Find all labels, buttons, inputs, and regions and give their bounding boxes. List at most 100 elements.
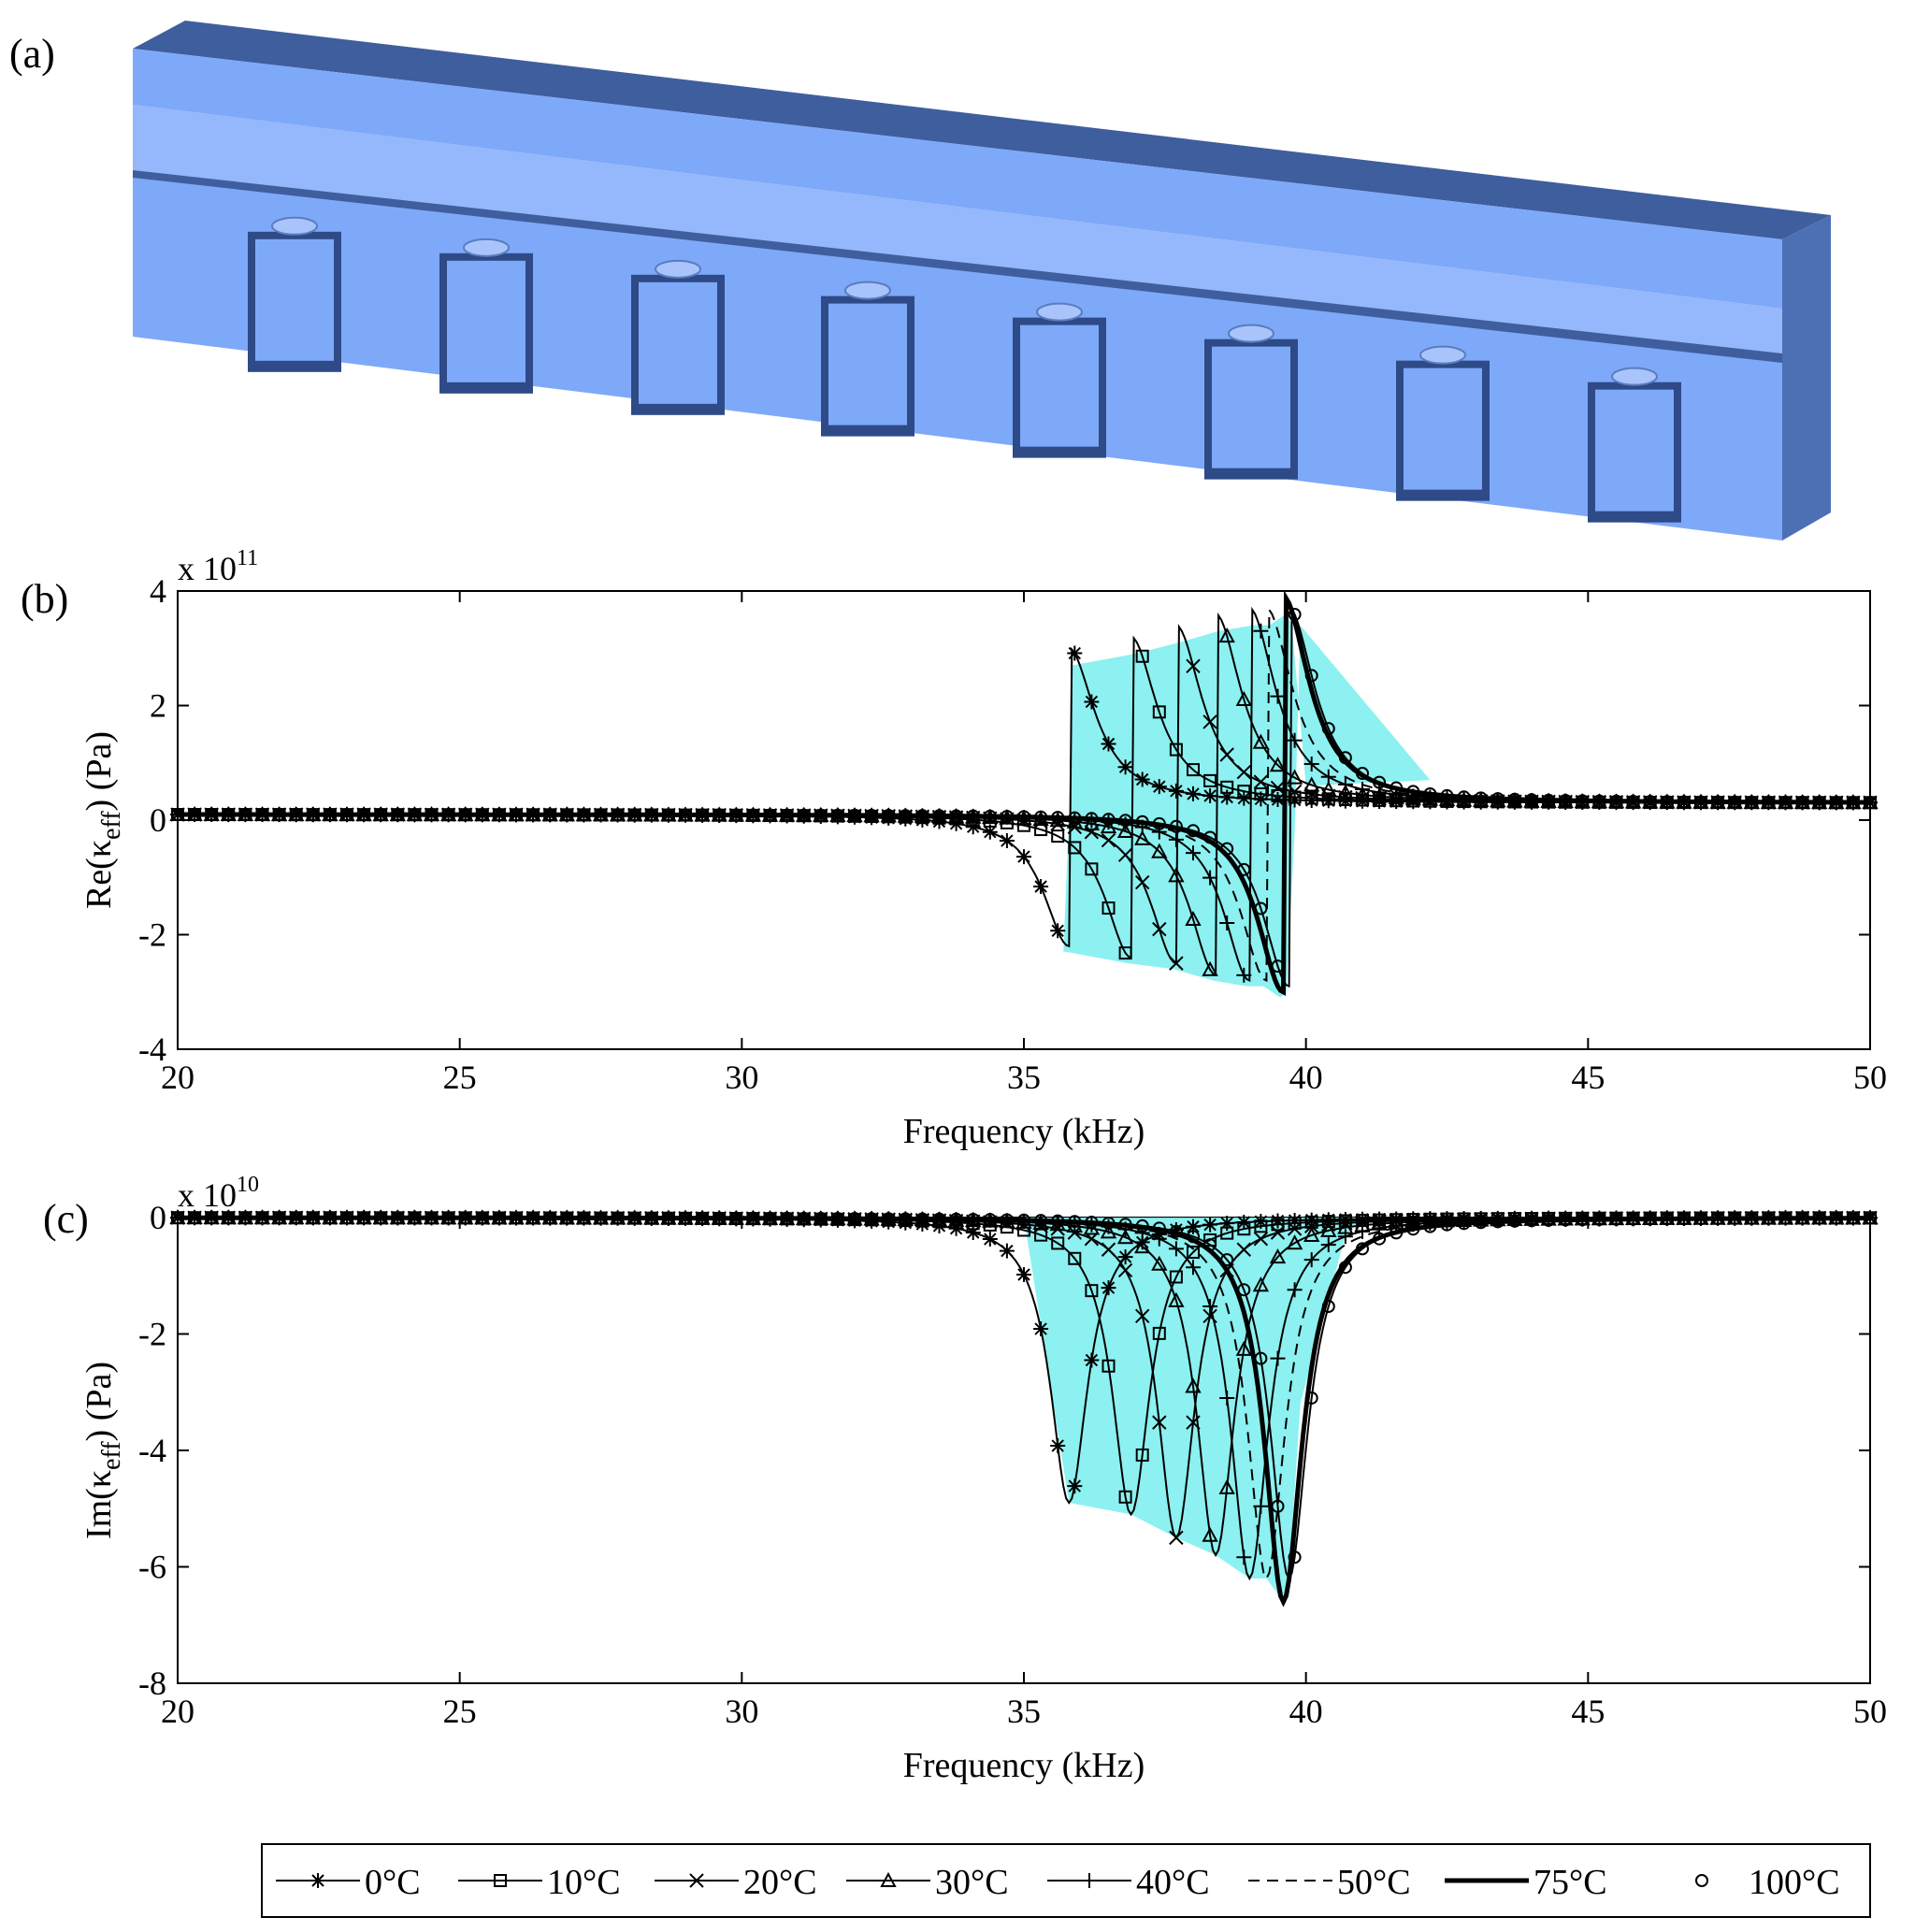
- series-marker: [1134, 1238, 1151, 1254]
- series-marker: [1219, 916, 1235, 931]
- series-marker: [1237, 1222, 1251, 1236]
- series-marker: [1202, 714, 1217, 729]
- axes-frame: [177, 1217, 1871, 1684]
- series-marker: [1474, 1216, 1488, 1230]
- series-marker: [560, 808, 574, 822]
- series-marker: [982, 824, 998, 840]
- series-marker: [1371, 787, 1388, 803]
- series-marker: [1186, 786, 1201, 801]
- series-marker: [983, 809, 997, 823]
- series-marker: [1085, 812, 1099, 826]
- series-marker: [1559, 794, 1573, 808]
- series-marker: [1287, 1221, 1303, 1236]
- series-marker: [340, 808, 353, 822]
- cavity-neck: [844, 281, 891, 300]
- series-marker: [1117, 759, 1133, 775]
- series-marker: [1356, 767, 1369, 781]
- series-marker: [205, 808, 219, 822]
- series-marker: [1795, 1211, 1809, 1225]
- series-marker: [1254, 1351, 1268, 1365]
- series-marker: [188, 808, 202, 822]
- series-marker: [1152, 921, 1167, 937]
- series-marker: [1711, 1212, 1725, 1226]
- series-marker: [1253, 774, 1269, 789]
- series-marker: [1237, 862, 1251, 876]
- series-marker: [492, 1211, 506, 1225]
- series-marker: [1135, 1218, 1149, 1233]
- series-marker: [1101, 1216, 1116, 1230]
- series-marker: [1000, 810, 1014, 824]
- series-marker: [1321, 1300, 1335, 1314]
- series-marker: [1864, 796, 1877, 810]
- series-marker: [1101, 1359, 1116, 1373]
- y-tick-label: -8: [138, 1665, 166, 1702]
- series-marker: [1220, 1253, 1234, 1267]
- series-marker: [1457, 1217, 1471, 1231]
- x-tick-label: 20: [161, 1693, 194, 1730]
- series-marker: [1051, 829, 1065, 843]
- series-marker: [1373, 775, 1387, 789]
- series-marker: [1303, 756, 1319, 771]
- x-tick-label: 45: [1571, 1059, 1605, 1096]
- series-marker: [949, 1212, 963, 1226]
- series-marker: [814, 808, 828, 822]
- series-marker: [1134, 874, 1150, 890]
- series-marker: [577, 808, 591, 822]
- series-marker: [797, 808, 811, 822]
- series-marker: [1117, 1262, 1133, 1278]
- series-marker: [1118, 1218, 1132, 1232]
- series-marker: [1711, 795, 1725, 809]
- series-marker: [1187, 1230, 1200, 1244]
- series-marker: [1269, 757, 1287, 772]
- series-marker: [1592, 1213, 1606, 1227]
- series-marker: [661, 808, 675, 822]
- series-marker: [696, 808, 710, 822]
- series-marker: [171, 808, 184, 822]
- series-marker: [1592, 794, 1606, 808]
- series-marker: [965, 819, 981, 835]
- series-marker: [999, 833, 1015, 849]
- beam-upper-rail: [133, 49, 1782, 309]
- series-marker: [1068, 1215, 1082, 1229]
- series-marker: [526, 1211, 540, 1225]
- series-marker: [1287, 1213, 1303, 1229]
- series-marker: [1404, 789, 1421, 805]
- series-marker: [1134, 829, 1151, 845]
- series-marker: [1338, 751, 1352, 765]
- cavity-neck: [1611, 367, 1658, 386]
- series-marker: [323, 808, 337, 822]
- series-marker: [1134, 771, 1150, 787]
- series-line: [178, 1217, 1870, 1517]
- series-marker: [1202, 960, 1218, 976]
- series-marker: [475, 1211, 489, 1225]
- series-marker: [1168, 831, 1184, 847]
- series-marker: [1236, 1215, 1252, 1230]
- beam-top-face: [133, 21, 1831, 239]
- series-marker: [1271, 959, 1285, 973]
- series-marker: [238, 1211, 252, 1225]
- series-marker: [1321, 722, 1335, 736]
- series-marker: [492, 808, 506, 822]
- series-marker: [1118, 946, 1132, 960]
- series-marker: [1286, 1234, 1303, 1250]
- series-marker: [1320, 769, 1336, 785]
- series-marker: [830, 808, 844, 822]
- series-marker: [510, 808, 523, 822]
- series-marker: [1337, 776, 1353, 792]
- series-marker: [1354, 786, 1371, 801]
- series-marker: [1304, 1391, 1318, 1405]
- series-marker: [1252, 1276, 1270, 1292]
- series-marker: [1288, 1550, 1302, 1564]
- series-marker: [1101, 813, 1116, 827]
- series-marker: [1151, 1255, 1168, 1271]
- series-marker: [306, 808, 320, 822]
- cavity-inner: [828, 303, 907, 425]
- series-marker: [1235, 690, 1252, 706]
- series-marker: [882, 808, 896, 822]
- series-marker: [1135, 649, 1149, 663]
- series-marker: [1677, 795, 1691, 809]
- cavity-neck: [1419, 345, 1466, 365]
- x-tick-label: 50: [1853, 1693, 1887, 1730]
- series-marker: [679, 1211, 692, 1225]
- series-marker: [1677, 1212, 1691, 1226]
